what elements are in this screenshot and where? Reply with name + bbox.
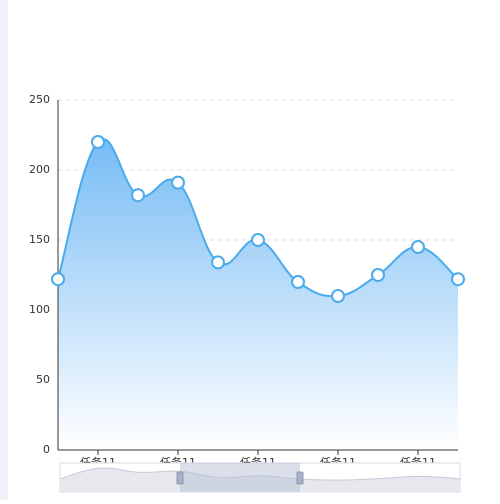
- point: [291, 275, 305, 289]
- data-zoom[interactable]: [59, 462, 461, 493]
- y-tick-label: 100: [29, 303, 50, 316]
- point: [251, 233, 265, 247]
- point: [451, 272, 465, 287]
- zoom-handle[interactable]: [176, 471, 184, 485]
- point: [131, 188, 145, 203]
- point: [51, 272, 65, 287]
- y-tick-label: 150: [29, 233, 50, 246]
- point: [171, 175, 185, 190]
- point: [331, 289, 345, 303]
- side-strip: [0, 0, 8, 500]
- plot: 050100150200250任务11任务11任务11任务11任务11: [29, 93, 465, 469]
- point: [211, 255, 225, 270]
- y-tick-label: 250: [29, 93, 50, 106]
- y-tick-label: 50: [36, 373, 50, 386]
- y-tick-label: 0: [43, 443, 50, 456]
- point: [411, 240, 425, 254]
- zoom-handle[interactable]: [296, 471, 304, 485]
- point: [371, 268, 385, 282]
- point: [91, 135, 105, 149]
- area: [58, 139, 458, 450]
- zoom-selection: [180, 463, 300, 492]
- y-tick-label: 200: [29, 163, 50, 176]
